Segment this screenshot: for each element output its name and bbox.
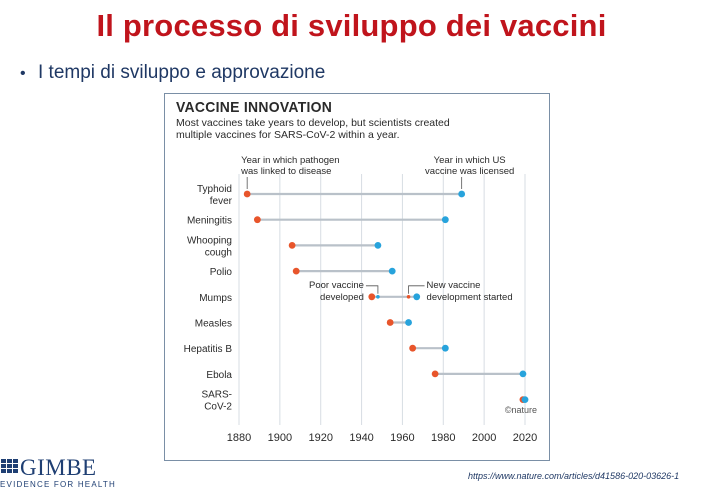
row-label: Measles xyxy=(195,319,232,330)
legend-start-label: was linked to disease xyxy=(240,166,331,177)
x-tick-label: 2000 xyxy=(472,432,496,444)
row-label: Typhoid xyxy=(197,184,232,195)
gimbe-logo-name: GIMBE xyxy=(20,455,97,480)
x-tick-label: 1920 xyxy=(308,432,332,444)
nature-credit: ©nature xyxy=(505,405,537,415)
poor-vaccine-pointer xyxy=(365,285,379,294)
bullet-text: I tempi di sviluppo e approvazione xyxy=(38,62,326,83)
end-year-dot xyxy=(441,216,449,224)
end-year-dot xyxy=(374,242,382,249)
row-label: Ebola xyxy=(206,370,232,381)
gimbe-logo-mark xyxy=(1,459,18,473)
start-year-dot xyxy=(431,370,439,378)
chart-title: VACCINE INNOVATION xyxy=(176,99,333,116)
start-year-dot xyxy=(288,242,296,249)
bullet-point: • I tempi di sviluppo e approvazione xyxy=(20,62,325,84)
x-tick-label: 1980 xyxy=(431,432,455,444)
new-development-marker xyxy=(406,295,411,299)
row-label: Mumps xyxy=(199,293,232,304)
x-tick-label: 1900 xyxy=(268,432,292,444)
row-label: cough xyxy=(205,247,232,258)
row-label: Meningitis xyxy=(187,216,232,227)
slide-title: Il processo di sviluppo dei vaccini xyxy=(96,8,607,43)
end-year-dot xyxy=(405,319,412,326)
row-label: Whooping xyxy=(187,235,232,246)
start-year-dot xyxy=(409,344,417,352)
poor-vaccine-marker xyxy=(376,295,380,299)
gimbe-logo-tagline: EVIDENCE FOR HEALTH xyxy=(0,480,116,489)
legend-start-label: Year in which pathogen xyxy=(241,155,339,166)
start-year-dot xyxy=(386,319,394,326)
end-year-dot xyxy=(519,370,527,378)
end-year-dot xyxy=(388,267,396,275)
row-label: Polio xyxy=(210,267,233,278)
row-label: fever xyxy=(210,196,233,207)
chart-subtitle-line: Most vaccines take years to develop, but… xyxy=(176,117,450,129)
row-label: SARS- xyxy=(201,390,232,401)
end-year-dot xyxy=(521,396,529,403)
end-year-dot xyxy=(413,293,421,301)
poor-vaccine-label: Poor vaccine xyxy=(309,280,364,291)
x-tick-label: 1880 xyxy=(227,432,251,444)
new-development-pointer xyxy=(408,285,425,294)
x-tick-label: 1960 xyxy=(390,432,414,444)
source-url: https://www.nature.com/articles/d41586-0… xyxy=(468,471,680,481)
legend-end-label: vaccine was licensed xyxy=(425,166,514,177)
poor-vaccine-label: developed xyxy=(320,292,364,303)
start-year-dot xyxy=(368,293,376,301)
chart-subtitle: Most vaccines take years to develop, but… xyxy=(176,117,476,141)
legend-end-label: Year in which US xyxy=(434,155,506,166)
end-year-dot xyxy=(458,190,466,198)
x-tick-label: 2020 xyxy=(513,432,537,444)
x-tick-label: 1940 xyxy=(349,432,373,444)
start-year-dot xyxy=(292,267,300,275)
start-year-dot xyxy=(253,216,261,224)
bullet-dot-icon: • xyxy=(20,65,26,82)
chart-figure: 1880 1900 1920 1940 1960 1980 2000 2020 Year in … xyxy=(164,93,550,461)
new-development-label: New vaccine xyxy=(427,280,481,291)
end-year-dot xyxy=(441,344,449,352)
new-development-label: development started xyxy=(427,292,513,303)
dumbbell-chart: 1880 1900 1920 1940 1960 1980 2000 2020 Year in … xyxy=(184,155,538,444)
row-label: CoV-2 xyxy=(204,402,232,413)
row-label: Hepatitis B xyxy=(184,344,233,355)
chart-subtitle-line: multiple vaccines for SARS-CoV-2 within … xyxy=(176,129,400,141)
start-year-dot xyxy=(243,190,251,198)
